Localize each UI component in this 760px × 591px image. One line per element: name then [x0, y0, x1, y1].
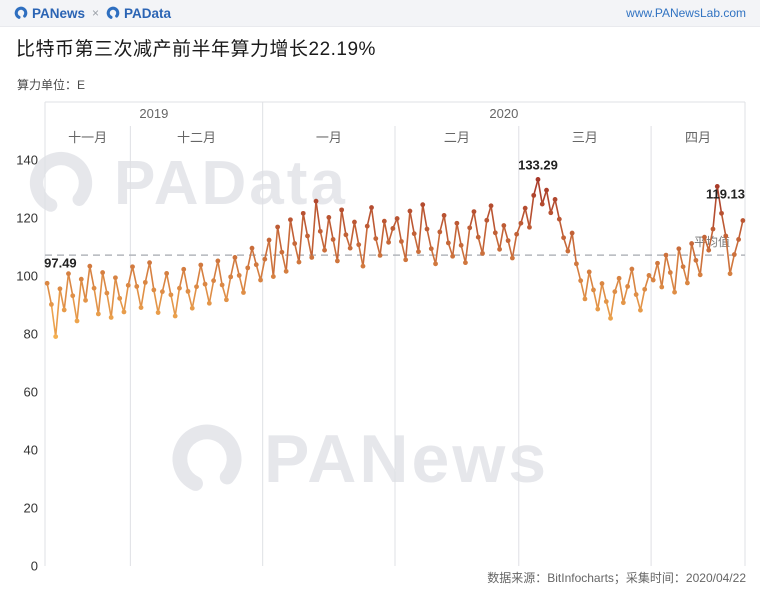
svg-text:60: 60	[24, 385, 38, 400]
svg-text:97.49: 97.49	[44, 255, 77, 270]
svg-text:十一月: 十一月	[68, 130, 107, 145]
svg-text:140: 140	[16, 153, 38, 168]
padata-logo-icon	[106, 6, 120, 20]
svg-text:2020: 2020	[489, 106, 518, 121]
svg-text:80: 80	[24, 327, 38, 342]
svg-text:三月: 三月	[572, 130, 598, 145]
svg-text:20: 20	[24, 501, 38, 516]
svg-text:一月: 一月	[316, 130, 342, 145]
watermark-padata: PAData	[24, 146, 348, 220]
svg-text:四月: 四月	[685, 130, 711, 145]
svg-text:二月: 二月	[444, 130, 470, 145]
page-title: 比特币第三次减产前半年算力增长22.19%	[16, 39, 376, 60]
svg-text:0: 0	[31, 559, 38, 574]
padata-watermark-logo-icon	[29, 151, 93, 215]
svg-text:133.29: 133.29	[518, 157, 558, 172]
svg-text:119.13: 119.13	[706, 187, 745, 202]
watermark-panews: PANews	[166, 418, 549, 500]
padata-label: PAData	[124, 5, 172, 21]
unit-label: 算力单位：E	[17, 78, 86, 92]
watermark-panews-text: PANews	[264, 421, 550, 497]
svg-text:100: 100	[16, 269, 38, 284]
brand-group: PANews × PAData	[14, 6, 171, 21]
svg-text:120: 120	[16, 211, 38, 226]
hashrate-line-chart: 2019 2020 十一月 十二月 一月 二月 三月 四月 0 20 40 60 80 100 120 140…	[16, 101, 746, 574]
panews-logo: PANews	[14, 6, 85, 21]
panews-logo-icon	[14, 6, 28, 20]
svg-text:2019: 2019	[139, 106, 168, 121]
top-bar: PANews × PAData www.PANewsLab.com	[0, 0, 760, 27]
svg-text:40: 40	[24, 443, 38, 458]
watermark-padata-text: PAData	[114, 148, 348, 218]
data-source-note: 数据来源：BitInfocharts；采集时间：2020/04/22	[487, 571, 746, 585]
site-url-link[interactable]: www.PANewsLab.com	[626, 6, 746, 20]
padata-logo: PAData	[106, 6, 171, 21]
panews-label: PANews	[32, 5, 86, 21]
panews-watermark-logo-icon	[172, 424, 242, 494]
svg-text:十二月: 十二月	[177, 130, 216, 145]
brand-separator: ×	[92, 6, 100, 20]
